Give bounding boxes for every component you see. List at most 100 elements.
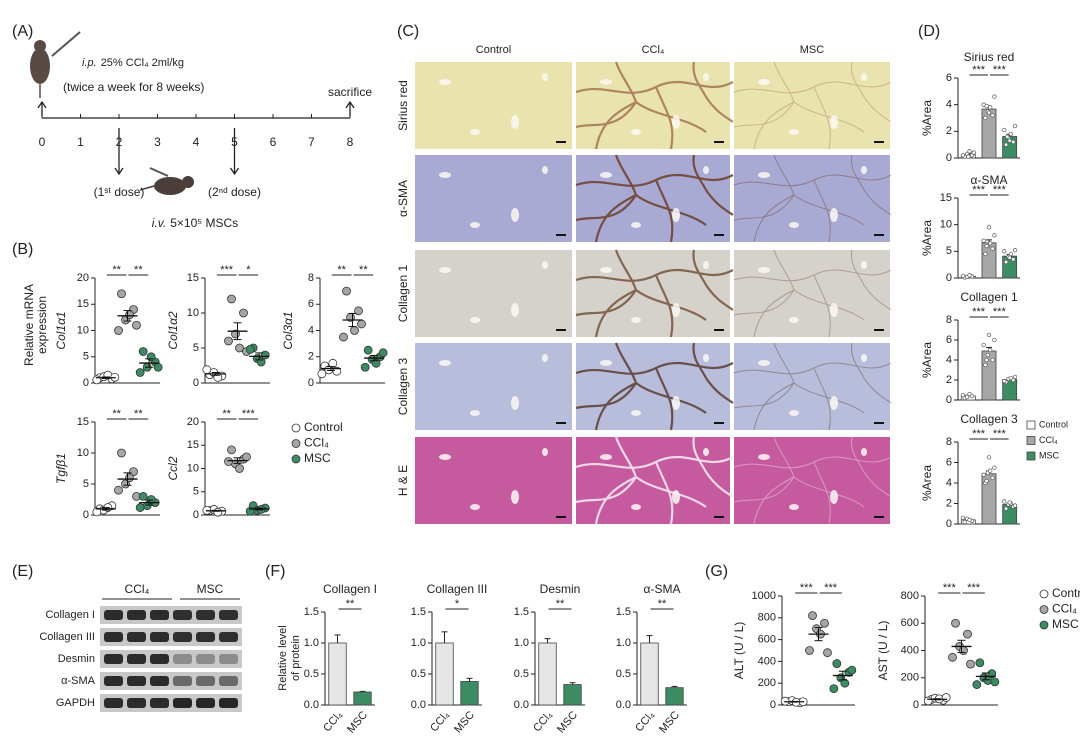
y-tick-label: 8 — [946, 436, 952, 448]
data-point — [1012, 123, 1018, 129]
y-tick-label: 4 — [946, 354, 952, 366]
chart-title: Collagen 3 — [960, 412, 1018, 426]
y-tick-label: 0.0 — [514, 699, 529, 711]
data-point — [990, 677, 1000, 687]
y-axis-label: Col1α2 — [166, 311, 180, 350]
vessel — [631, 222, 641, 228]
fibrosis-network — [733, 436, 892, 525]
vessel — [861, 166, 867, 174]
legend-label: CCl₄ — [1039, 435, 1058, 445]
legend-label: MSC — [1052, 617, 1079, 631]
micrograph — [733, 249, 892, 338]
vessel — [830, 303, 838, 317]
data-point — [823, 648, 832, 658]
significance-label: ** — [359, 264, 368, 276]
significance-label: *** — [824, 582, 838, 594]
data-point — [1011, 139, 1016, 145]
fibrosis-network — [733, 154, 892, 243]
arrow-head — [37, 100, 47, 109]
arrow-head — [345, 100, 355, 109]
chart-title: Collagen I — [323, 582, 377, 596]
blot-band — [196, 698, 215, 708]
data-point — [357, 319, 366, 329]
y-tick-label: 0.5 — [411, 668, 426, 680]
column-header: MSC — [800, 44, 825, 56]
vessel — [600, 267, 612, 273]
data-point — [92, 507, 102, 517]
blot-band — [173, 698, 192, 708]
panel-label: (B) — [12, 241, 33, 258]
data-point — [990, 475, 995, 481]
row-label: α-SMA — [396, 180, 410, 217]
micrograph-bg — [415, 250, 572, 337]
vessel — [439, 360, 451, 366]
data-point — [840, 678, 850, 688]
y-tick-label: 0 — [946, 394, 952, 406]
chart-title: α-SMA — [971, 173, 1008, 187]
y-tick-label: 2 — [946, 374, 952, 386]
vessel — [861, 261, 867, 269]
bar — [563, 684, 582, 706]
data-point — [117, 289, 126, 299]
data-point — [986, 455, 992, 460]
y-tick-label: 1.5 — [304, 606, 319, 618]
chart-title: Collagen III — [427, 582, 488, 596]
panel-label: (F) — [265, 563, 285, 580]
column-header: Control — [476, 44, 511, 56]
bar — [328, 642, 347, 706]
y-tick-label: 10 — [940, 219, 952, 231]
significance-label: *** — [943, 582, 957, 594]
data-point — [245, 344, 255, 354]
vessel — [511, 115, 519, 129]
data-point — [239, 308, 248, 318]
y-tick-label: 8 — [308, 272, 314, 284]
fibrosis-network — [575, 436, 734, 525]
bar — [460, 681, 479, 706]
y-axis-label: AST (U / L) — [876, 621, 890, 681]
significance-label: ** — [112, 408, 121, 420]
data-point — [227, 445, 236, 455]
data-point — [967, 517, 972, 523]
data-point — [984, 103, 989, 109]
significance-label: ** — [134, 408, 143, 420]
y-axis-label: Relative level — [277, 625, 289, 690]
vessel — [600, 79, 612, 85]
y-tick-label: 1.0 — [304, 637, 319, 649]
y-tick-label: 0.5 — [514, 668, 529, 680]
vessel — [470, 222, 480, 228]
y-tick-label: 0 — [193, 377, 199, 389]
blot-band — [104, 632, 123, 642]
data-point — [984, 243, 989, 249]
data-point — [963, 629, 972, 639]
y-tick-label: 1.5 — [411, 606, 426, 618]
vessel — [511, 396, 519, 410]
vessel — [542, 354, 548, 362]
data-point — [146, 352, 156, 362]
micrograph — [415, 343, 572, 430]
data-point — [986, 332, 992, 338]
micrograph — [415, 250, 572, 337]
vessel — [830, 490, 838, 504]
vessel — [511, 303, 519, 317]
data-point — [354, 306, 363, 316]
y-tick-label: 10 — [187, 307, 199, 319]
chart-title: Sirius red — [964, 50, 1015, 64]
significance-label: *** — [972, 428, 986, 440]
y-axis-label: %Area — [920, 342, 934, 378]
x-tick-label: MSC — [657, 709, 682, 735]
y-axis-label: Ccl2 — [166, 456, 180, 480]
legend-label: CCl₄ — [304, 436, 329, 450]
group-header: MSC — [197, 582, 224, 596]
vessel — [542, 166, 548, 174]
x-tick-label: CCl₄ — [633, 709, 657, 735]
data-point — [1012, 503, 1018, 508]
x-tick-label: MSC — [452, 709, 477, 735]
mouse-icon — [30, 31, 81, 98]
blot-band — [196, 632, 215, 642]
blot-label: Collagen III — [39, 631, 95, 643]
fibrosis-network — [733, 249, 892, 338]
data-point — [923, 696, 933, 706]
data-point — [832, 659, 842, 668]
bar — [353, 691, 372, 706]
timeline-tick-label: 8 — [347, 135, 354, 149]
